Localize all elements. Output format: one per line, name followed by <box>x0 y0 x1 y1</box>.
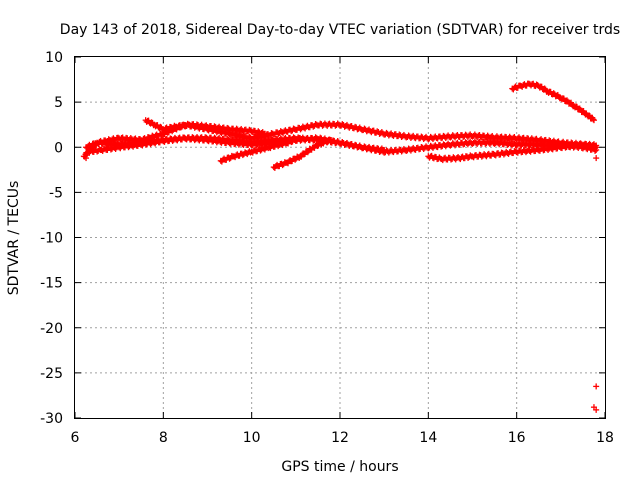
x-axis-label: GPS time / hours <box>281 459 398 475</box>
x-tick-label: 14 <box>419 430 437 446</box>
series-track-h <box>509 80 597 124</box>
data-point <box>593 155 600 162</box>
data-point <box>593 406 600 413</box>
y-tick-label: -15 <box>40 276 63 292</box>
x-tick-label: 18 <box>596 430 614 446</box>
x-tick-label: 8 <box>159 430 168 446</box>
y-tick-label: -25 <box>40 366 63 382</box>
data-point <box>593 383 600 390</box>
axis-ticks: 6 8 10 12 14 16 18 -30 -25 -20 -15 -10 -5 0 5 10 <box>40 50 614 446</box>
series-track-e <box>217 134 304 165</box>
series-track-g <box>425 140 600 164</box>
data-marks <box>80 80 600 413</box>
x-tick-label: 10 <box>243 430 261 446</box>
series-track-d <box>142 117 268 138</box>
grid-layer <box>75 57 605 418</box>
y-tick-label: 5 <box>54 95 63 111</box>
series-outliers <box>83 155 600 413</box>
chart-title: Day 143 of 2018, Sidereal Day-to-day VTE… <box>60 22 620 38</box>
plot-frame <box>74 56 606 419</box>
y-tick-label: -5 <box>49 185 63 201</box>
y-tick-label: 10 <box>45 50 63 66</box>
y-tick-label: -20 <box>40 321 63 337</box>
x-tick-label: 16 <box>508 430 526 446</box>
y-axis-label: SDTVAR / TECUs <box>6 181 22 296</box>
y-tick-label: -10 <box>40 231 63 247</box>
x-tick-label: 12 <box>331 430 349 446</box>
series-track-f <box>270 136 335 171</box>
data-point <box>83 155 90 162</box>
y-tick-label: 0 <box>54 140 63 156</box>
x-tick-label: 6 <box>71 430 80 446</box>
y-tick-label: -30 <box>40 411 63 427</box>
